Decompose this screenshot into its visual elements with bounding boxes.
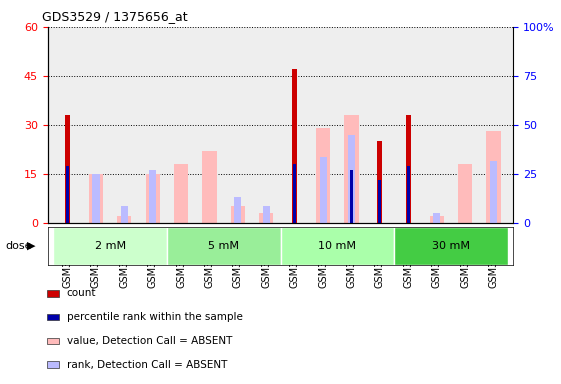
Text: value, Detection Call = ABSENT: value, Detection Call = ABSENT xyxy=(67,336,232,346)
Text: 5 mM: 5 mM xyxy=(208,241,239,251)
Bar xyxy=(490,161,497,223)
Bar xyxy=(406,115,411,223)
Bar xyxy=(263,207,270,223)
Bar xyxy=(66,166,69,223)
Bar xyxy=(53,227,167,265)
Bar xyxy=(47,314,59,320)
Bar xyxy=(93,174,99,223)
Text: 10 mM: 10 mM xyxy=(318,241,356,251)
Bar xyxy=(486,131,500,223)
Bar xyxy=(394,227,508,265)
Bar xyxy=(47,338,59,344)
Bar xyxy=(65,115,70,223)
Bar xyxy=(47,361,59,368)
Bar xyxy=(378,141,383,223)
Bar xyxy=(149,170,157,223)
Bar xyxy=(203,151,217,223)
Bar xyxy=(121,207,128,223)
Text: ▶: ▶ xyxy=(26,241,35,251)
Bar xyxy=(350,170,353,223)
Bar xyxy=(167,227,280,265)
Bar xyxy=(89,174,103,223)
Bar xyxy=(458,164,472,223)
Bar xyxy=(292,70,297,223)
Bar xyxy=(320,157,327,223)
Bar xyxy=(174,164,188,223)
Text: dose: dose xyxy=(6,241,32,251)
Bar xyxy=(231,207,245,223)
Bar xyxy=(407,166,410,223)
Bar xyxy=(234,197,241,223)
Text: GDS3529 / 1375656_at: GDS3529 / 1375656_at xyxy=(42,10,188,23)
Text: rank, Detection Call = ABSENT: rank, Detection Call = ABSENT xyxy=(67,360,227,370)
Bar xyxy=(430,216,444,223)
Bar xyxy=(293,164,296,223)
Text: 2 mM: 2 mM xyxy=(95,241,126,251)
Text: count: count xyxy=(67,288,96,298)
Bar xyxy=(344,115,358,223)
Text: 30 mM: 30 mM xyxy=(432,241,470,251)
Bar xyxy=(433,213,440,223)
Bar xyxy=(117,216,131,223)
Bar xyxy=(259,213,273,223)
Text: percentile rank within the sample: percentile rank within the sample xyxy=(67,312,243,322)
Bar xyxy=(146,174,160,223)
Bar xyxy=(379,180,381,223)
Bar xyxy=(47,290,59,296)
Bar xyxy=(280,227,394,265)
Bar xyxy=(348,135,355,223)
Bar xyxy=(316,128,330,223)
